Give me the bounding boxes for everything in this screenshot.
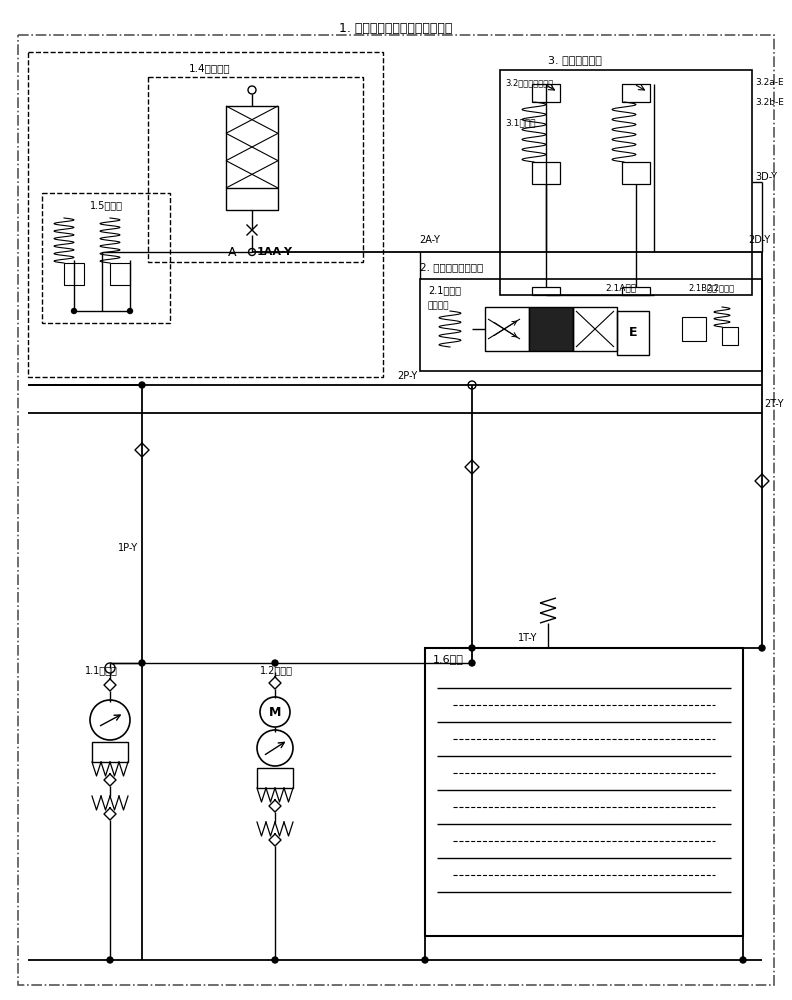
Circle shape xyxy=(272,957,278,963)
Text: 1.1手动泵: 1.1手动泵 xyxy=(85,665,118,675)
Bar xyxy=(532,84,560,102)
Text: 2.1B旋鈕: 2.1B旋鈕 xyxy=(688,283,717,292)
Circle shape xyxy=(469,645,475,651)
Circle shape xyxy=(71,308,77,314)
Bar xyxy=(42,193,170,323)
Text: 1.4举升油缸: 1.4举升油缸 xyxy=(189,63,230,73)
Bar xyxy=(257,768,293,788)
Text: 1.2电动泵: 1.2电动泵 xyxy=(260,665,293,675)
Text: 2. 换电控制阀组模块: 2. 换电控制阀组模块 xyxy=(420,262,483,272)
Bar xyxy=(622,162,650,184)
Bar xyxy=(110,263,130,285)
Circle shape xyxy=(139,382,145,388)
Bar xyxy=(425,648,743,936)
Text: 1AA-Y: 1AA-Y xyxy=(257,247,293,257)
Circle shape xyxy=(139,660,145,666)
Bar xyxy=(148,77,363,262)
Text: （常位）: （常位） xyxy=(428,301,450,310)
Text: 1. 驾驶室单柱塞缸举升翻转系统: 1. 驾驶室单柱塞缸举升翻转系统 xyxy=(339,22,453,35)
Text: 3.2a-E: 3.2a-E xyxy=(755,78,783,87)
Text: 2.1A线圈: 2.1A线圈 xyxy=(605,283,636,292)
Bar xyxy=(226,106,278,210)
Bar xyxy=(682,317,706,341)
Text: 1P-Y: 1P-Y xyxy=(118,543,138,553)
Bar xyxy=(532,162,560,184)
Bar xyxy=(622,287,650,295)
Text: 1.5悬置锁: 1.5悬置锁 xyxy=(89,200,123,210)
Text: 3.1柱塞缸: 3.1柱塞缸 xyxy=(505,118,535,127)
Bar xyxy=(532,287,560,295)
Bar xyxy=(529,307,573,351)
Text: 2D-Y: 2D-Y xyxy=(748,235,770,245)
Bar xyxy=(722,327,738,345)
Text: 2P-Y: 2P-Y xyxy=(398,371,418,381)
Bar xyxy=(28,52,383,377)
Bar xyxy=(617,311,649,355)
Text: 3. 换电锁止模块: 3. 换电锁止模块 xyxy=(548,55,602,65)
Circle shape xyxy=(128,308,132,314)
Text: 2.1控制阀: 2.1控制阀 xyxy=(428,285,461,295)
Bar xyxy=(64,263,84,285)
Text: 3D-Y: 3D-Y xyxy=(755,172,777,182)
Text: 2T-Y: 2T-Y xyxy=(764,399,783,409)
Text: 2A-Y: 2A-Y xyxy=(420,235,440,245)
Text: 1T-Y: 1T-Y xyxy=(518,633,538,643)
Bar xyxy=(500,70,752,295)
Circle shape xyxy=(422,957,428,963)
Circle shape xyxy=(759,645,765,651)
Bar xyxy=(485,307,529,351)
Circle shape xyxy=(740,957,746,963)
Text: 3.2柱塞缸状态开关: 3.2柱塞缸状态开关 xyxy=(505,78,554,87)
Text: A: A xyxy=(227,245,236,258)
Bar xyxy=(622,84,650,102)
Text: 1.6油池: 1.6油池 xyxy=(433,654,464,664)
Text: 3.2b-E: 3.2b-E xyxy=(755,98,784,107)
Bar xyxy=(573,307,617,351)
Text: M: M xyxy=(268,706,281,718)
Text: E: E xyxy=(629,326,638,340)
Circle shape xyxy=(469,660,475,666)
Bar xyxy=(92,742,128,762)
Bar xyxy=(420,279,762,371)
Circle shape xyxy=(107,957,113,963)
Text: 2.2安全鄀: 2.2安全鄀 xyxy=(706,283,734,292)
Circle shape xyxy=(272,660,278,666)
